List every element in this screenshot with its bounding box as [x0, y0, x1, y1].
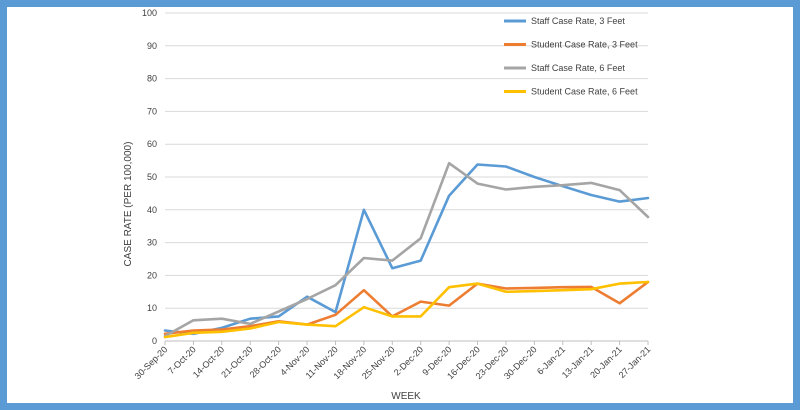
legend-label: Student Case Rate, 6 Feet — [531, 87, 638, 97]
legend: Staff Case Rate, 3 Feet Student Case Rate… — [504, 16, 638, 97]
x-tick-label: 2-Dec-20 — [392, 344, 425, 377]
legend-label: Staff Case Rate, 6 Feet — [531, 63, 625, 73]
y-tick-label: 60 — [147, 139, 157, 149]
x-axis-title: WEEK — [391, 391, 421, 402]
series-line — [163, 280, 650, 339]
y-tick-label: 40 — [147, 205, 157, 215]
x-tick-label: 28-Oct-20 — [248, 344, 283, 379]
y-tick-label: 0 — [152, 336, 157, 346]
y-tick-label: 90 — [147, 41, 157, 51]
y-tick-label: 30 — [147, 238, 157, 248]
series-line — [163, 163, 650, 336]
x-tick-label: 30-Sep-20 — [133, 344, 170, 381]
legend-label: Student Case Rate, 3 Feet — [531, 40, 638, 50]
y-axis-title: CASE RATE (PER 100,000) — [123, 142, 134, 267]
y-tick-label: 70 — [147, 106, 157, 116]
gridlines — [165, 12, 648, 342]
y-tick-label: 20 — [147, 270, 157, 280]
y-tick-label: 80 — [147, 74, 157, 84]
series-line — [163, 161, 650, 338]
y-axis-ticks: 0 10 20 30 40 50 60 70 80 90 100 — [142, 8, 157, 346]
series-line — [163, 280, 650, 336]
y-tick-label: 10 — [147, 303, 157, 313]
x-axis-ticks: 30-Sep-207-Oct-2014-Oct-2021-Oct-2028-Oc… — [133, 341, 652, 381]
legend-label: Staff Case Rate, 3 Feet — [531, 16, 625, 26]
y-tick-label: 100 — [142, 8, 157, 18]
series-lines — [163, 161, 650, 339]
y-tick-label: 50 — [147, 172, 157, 182]
